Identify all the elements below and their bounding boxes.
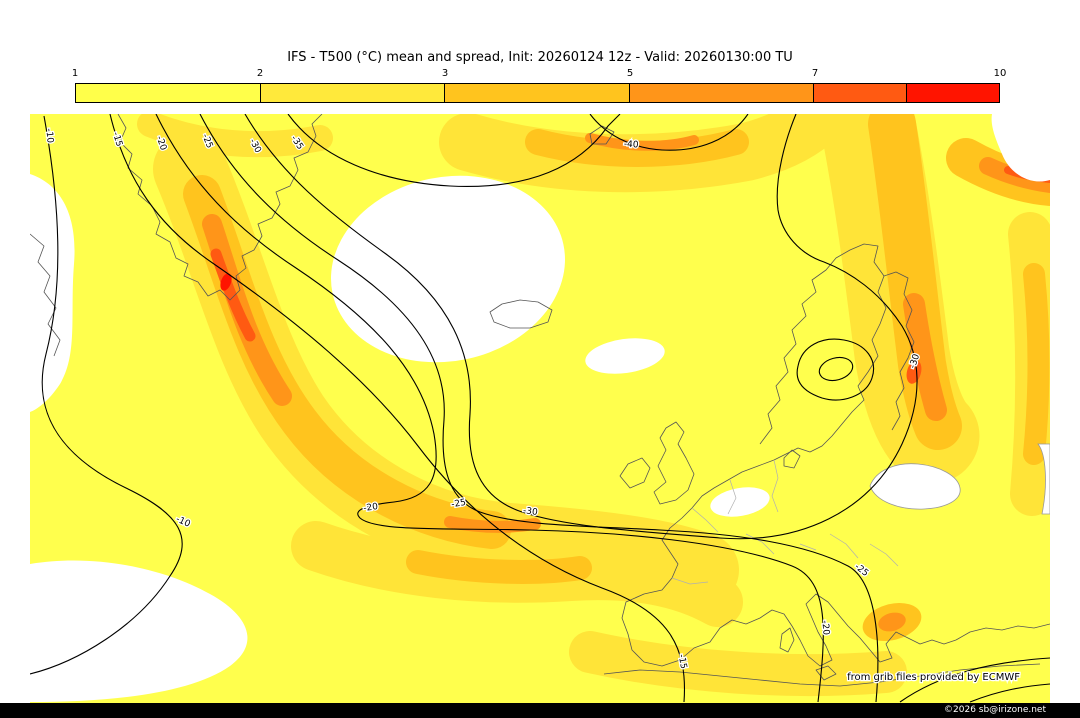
contour-lines [30,114,1050,703]
coast-svalbard [589,125,615,145]
colorbar-tick-label: 7 [811,68,819,79]
contour-line-bottom-right-1 [899,657,1050,703]
spread-level5-blob [878,612,906,632]
coast-baltic-east [883,271,915,431]
grib-credit: from grib files provided by ECMWF [847,672,1020,683]
map-svg: -10-10-15-15-20-20-20-25-25-25-30-30-30-… [30,114,1050,703]
country-borders [671,459,899,585]
copyright-text: ©2026 sb@irizone.net [944,705,1046,715]
contour-line-25 [199,114,879,703]
coast-west-europe [621,459,957,667]
page-title: IFS - T500 (°C) mean and spread, Init: 2… [287,50,793,65]
contour-line-40 [589,114,749,151]
contour-label: -40 [623,140,639,151]
coast-denmark [783,449,801,469]
contour-label: -25 [451,498,467,510]
coast-ireland [619,457,651,489]
contour-line-baltic-low-inner [818,356,854,382]
spread-level10-blob [220,273,232,291]
contour-line-20 [155,114,824,703]
coast-iceland [489,299,553,329]
coast-sardinia [779,627,795,653]
map-area: -10 -10 -15 -15 -20 -20 -20 -25 -25 -25 -30 -30 -30-… [30,114,1050,703]
contour-label: -15 [676,654,688,670]
coast-britain [653,421,695,505]
colorbar: 1 2 3 5 7 10 [71,68,1007,103]
contour-line-baltic-low [796,338,874,401]
colorbar-tick-label: 3 [441,68,449,79]
colorbar-tick-label: 5 [626,68,634,79]
contour-label: -20 [363,502,379,514]
coast-norway [759,243,887,461]
coast-turkey [955,623,1050,641]
colorbar-track [75,83,1000,103]
contour-line-30 [244,114,918,540]
colorbar-segment [444,84,629,102]
colorbar-tick-label: 1 [71,68,79,79]
colorbar-segment [628,84,814,102]
colorbar-segment [259,84,445,102]
contour-line-10 [30,115,183,675]
colorbar-ticks: 1 2 3 5 7 10 [71,68,1007,83]
spread-min-regions [30,114,1050,702]
contour-label: -20 [819,620,831,636]
coast-sicily [815,665,837,681]
coast-greenland [117,114,323,301]
colorbar-tick-label: 10 [993,68,1007,79]
footer-bar: ©2026 sb@irizone.net [0,703,1080,718]
contour-line-bottom-right-2 [969,683,1050,703]
black-sea [869,463,961,510]
contour-label: -10 [43,128,55,144]
contour-line-15 [109,114,686,703]
coastlines [30,114,1050,687]
coast-labrador [30,233,61,357]
colorbar-tick-label: 2 [256,68,264,79]
contour-line-35 [287,114,621,187]
contour-labels: -10-10-15-15-20-20-20-25-25-25-30-30-30-… [42,127,924,671]
colorbar-segment [906,84,999,102]
colorbar-segment [76,84,260,102]
colorbar-segment [813,84,907,102]
caspian-sea [1037,443,1050,515]
contour-label: -30 [522,506,538,518]
spread-level7-blob [906,360,922,384]
